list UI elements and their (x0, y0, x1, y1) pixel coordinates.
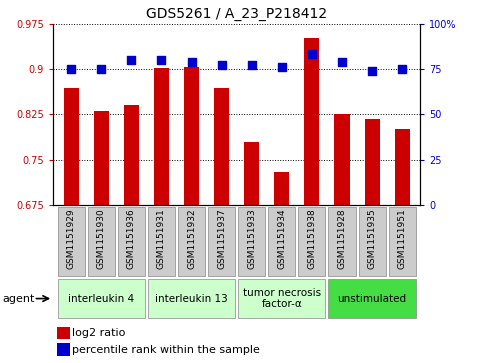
Point (218, 62, 226, 68)
Bar (365, 119, 380, 205)
Bar (148, 207, 175, 276)
Text: GSM1151936: GSM1151936 (127, 209, 136, 269)
Text: GSM1151935: GSM1151935 (368, 209, 377, 269)
Bar (298, 207, 326, 276)
Title: GDS5261 / A_23_P218412: GDS5261 / A_23_P218412 (146, 7, 327, 21)
Point (98, 66, 105, 72)
Bar (148, 279, 235, 318)
Bar (395, 130, 410, 205)
Text: unstimulated: unstimulated (338, 294, 407, 303)
Bar (244, 142, 259, 205)
Point (278, 64, 285, 70)
Point (248, 62, 256, 68)
Bar (118, 207, 145, 276)
Bar (154, 68, 169, 205)
Bar (328, 207, 355, 276)
Bar (57, 327, 70, 339)
Bar (64, 88, 79, 205)
Bar (214, 88, 229, 205)
Point (308, 52, 316, 57)
Text: agent: agent (2, 294, 35, 303)
Text: GSM1151937: GSM1151937 (217, 209, 226, 269)
Bar (274, 172, 289, 205)
Bar (208, 207, 235, 276)
Bar (57, 343, 70, 356)
Bar (268, 207, 295, 276)
Text: GSM1151934: GSM1151934 (277, 209, 286, 269)
Bar (88, 207, 115, 276)
Point (67, 66, 75, 72)
Text: GSM1151938: GSM1151938 (307, 209, 316, 269)
Text: interleukin 4: interleukin 4 (68, 294, 134, 303)
Point (368, 68, 376, 74)
Bar (238, 207, 265, 276)
Bar (334, 114, 350, 205)
Point (157, 57, 165, 63)
Bar (389, 207, 416, 276)
Point (338, 59, 346, 65)
Text: GSM1151933: GSM1151933 (247, 209, 256, 269)
Point (188, 59, 196, 65)
Text: GSM1151928: GSM1151928 (338, 209, 346, 269)
Text: interleukin 13: interleukin 13 (155, 294, 228, 303)
Text: tumor necrosis
factor-α: tumor necrosis factor-α (243, 288, 321, 309)
Point (128, 57, 135, 63)
Text: log2 ratio: log2 ratio (72, 328, 126, 338)
Bar (304, 37, 319, 205)
Text: GSM1151930: GSM1151930 (97, 209, 106, 269)
Text: percentile rank within the sample: percentile rank within the sample (72, 344, 260, 355)
Bar (124, 105, 139, 205)
Bar (94, 111, 109, 205)
Text: GSM1151951: GSM1151951 (398, 209, 407, 269)
Text: GSM1151929: GSM1151929 (67, 209, 76, 269)
Bar (358, 207, 385, 276)
Bar (328, 279, 416, 318)
Text: GSM1151932: GSM1151932 (187, 209, 196, 269)
Bar (184, 67, 199, 205)
Bar (57, 207, 85, 276)
Bar (238, 279, 326, 318)
Text: GSM1151931: GSM1151931 (157, 209, 166, 269)
Bar (178, 207, 205, 276)
Point (398, 66, 406, 72)
Bar (57, 279, 145, 318)
